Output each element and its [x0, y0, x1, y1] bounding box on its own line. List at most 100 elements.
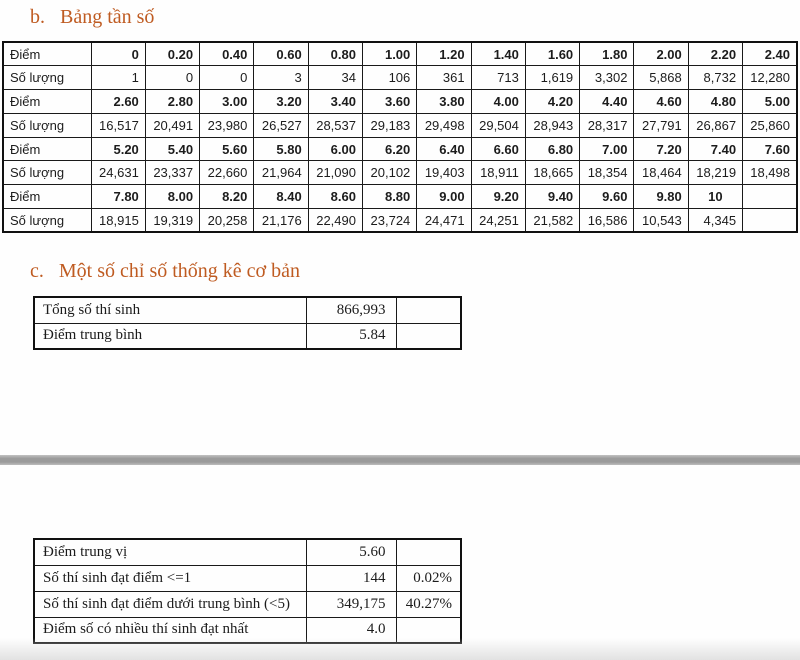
count-cell: 20,258	[199, 208, 255, 233]
row-label: Số lượng	[2, 208, 92, 233]
score-cell: 9.80	[633, 184, 689, 210]
score-cell: 4.20	[524, 89, 581, 114]
count-cell: 24,251	[470, 208, 526, 233]
summary-value: 866,993	[305, 296, 397, 324]
score-row: Điểm 2.60 2.80 3.00 3.20 3.40 3.60 3.80 4.00 4.20…	[2, 89, 798, 114]
summary-row: Tổng số thí sinh 866,993	[33, 296, 462, 324]
score-cell: 10	[687, 184, 744, 210]
row-label: Số lượng	[2, 65, 92, 91]
count-cell: 21,090	[307, 160, 363, 186]
summary-row: Điểm trung vị 5.60	[33, 538, 462, 566]
count-cell: 5,868	[633, 65, 689, 91]
score-cell: 5.00	[742, 89, 798, 114]
score-cell: 7.40	[687, 136, 744, 162]
count-cell: 29,504	[470, 112, 526, 138]
count-row: Số lượng 18,915 19,319 20,258 21,176 22,490 23…	[2, 208, 798, 233]
count-cell: 0	[144, 65, 201, 91]
score-cell: 6.60	[470, 136, 526, 162]
count-cell: 713	[470, 65, 526, 91]
score-cell: 8.00	[144, 184, 201, 210]
score-cell: 3.80	[416, 89, 472, 114]
summary-row: Số thí sinh đạt điểm <=1 144 0.02%	[33, 564, 462, 592]
count-cell: 19,403	[416, 160, 472, 186]
score-row: Điểm 0 0.20 0.40 0.60 0.80 1.00 1.20 1.40 1.60 1.8…	[2, 41, 798, 67]
summary-row: Số thí sinh đạt điểm dưới trung bình (<5…	[33, 590, 462, 618]
count-cell: 18,498	[742, 160, 798, 186]
count-row: Số lượng 1 0 0 3 34 106 361 713 1,619 3,302 5,868 8,…	[2, 65, 798, 91]
score-cell: 6.00	[307, 136, 363, 162]
summary-value: 144	[305, 564, 397, 592]
score-cell: 3.60	[361, 89, 418, 114]
count-cell: 29,498	[416, 112, 472, 138]
summary-table-bottom: Điểm trung vị 5.60 Số thí sinh đạt điểm <=…	[33, 538, 462, 644]
summary-label: Số thí sinh đạt điểm <=1	[33, 564, 307, 592]
summary-value: 5.84	[305, 322, 397, 350]
score-cell: 7.60	[742, 136, 798, 162]
count-cell: 23,980	[199, 112, 255, 138]
count-cell: 19,319	[144, 208, 201, 233]
section-b-prefix: b.	[30, 6, 45, 28]
score-cell: 9.20	[470, 184, 526, 210]
count-cell: 21,176	[253, 208, 309, 233]
summary-percent	[395, 616, 462, 644]
score-cell: 2.20	[687, 41, 744, 67]
summary-row: Điểm trung bình 5.84	[33, 322, 462, 350]
count-cell: 21,582	[524, 208, 581, 233]
summary-value: 5.60	[305, 538, 397, 566]
count-cell: 20,491	[144, 112, 201, 138]
score-cell: 6.20	[361, 136, 418, 162]
summary-percent	[395, 538, 462, 566]
row-label: Số lượng	[2, 160, 92, 186]
score-cell: 2.40	[742, 41, 798, 67]
score-cell: 6.80	[524, 136, 581, 162]
summary-label: Tổng số thí sinh	[33, 296, 307, 324]
summary-percent	[395, 322, 462, 350]
summary-table-bottom-body: Điểm trung vị 5.60 Số thí sinh đạt điểm <=…	[33, 538, 462, 644]
score-cell: 5.40	[144, 136, 201, 162]
summary-value: 4.0	[305, 616, 397, 644]
summary-value: 349,175	[305, 590, 397, 618]
section-c-heading: c. Một số chỉ số thống kê cơ bản	[30, 260, 300, 283]
count-row: Số lượng 16,517 20,491 23,980 26,527 28,537 29…	[2, 112, 798, 138]
count-cell: 18,219	[687, 160, 744, 186]
score-cell: 2.00	[633, 41, 689, 67]
score-cell: 1.60	[524, 41, 581, 67]
summary-label: Điểm trung bình	[33, 322, 307, 350]
score-cell: 9.40	[524, 184, 581, 210]
row-label: Điểm	[2, 89, 92, 114]
score-cell: 4.40	[579, 89, 635, 114]
count-cell: 28,537	[307, 112, 363, 138]
count-cell	[742, 208, 798, 233]
count-cell: 25,860	[742, 112, 798, 138]
count-cell: 18,911	[470, 160, 526, 186]
count-cell: 1,619	[524, 65, 581, 91]
count-cell: 22,660	[199, 160, 255, 186]
score-cell: 7.00	[579, 136, 635, 162]
count-cell: 16,586	[579, 208, 635, 233]
summary-percent: 40.27%	[395, 590, 462, 618]
count-cell: 3	[253, 65, 309, 91]
row-label: Điểm	[2, 41, 92, 67]
score-cell: 7.20	[633, 136, 689, 162]
count-cell: 24,631	[90, 160, 146, 186]
count-cell: 21,964	[253, 160, 309, 186]
count-cell: 8,732	[687, 65, 744, 91]
count-cell: 18,354	[579, 160, 635, 186]
score-cell: 3.20	[253, 89, 309, 114]
section-b-heading: b. Bảng tần số	[30, 6, 154, 29]
count-cell: 26,527	[253, 112, 309, 138]
score-cell: 0.80	[307, 41, 363, 67]
score-cell: 9.60	[579, 184, 635, 210]
count-cell: 3,302	[579, 65, 635, 91]
score-cell: 8.60	[307, 184, 363, 210]
count-cell: 18,915	[90, 208, 146, 233]
count-cell: 361	[416, 65, 472, 91]
score-cell: 5.80	[253, 136, 309, 162]
score-cell: 4.60	[633, 89, 689, 114]
count-cell: 4,345	[687, 208, 744, 233]
score-cell: 3.40	[307, 89, 363, 114]
count-cell: 29,183	[361, 112, 418, 138]
score-cell: 7.80	[90, 184, 146, 210]
score-cell: 0.60	[253, 41, 309, 67]
